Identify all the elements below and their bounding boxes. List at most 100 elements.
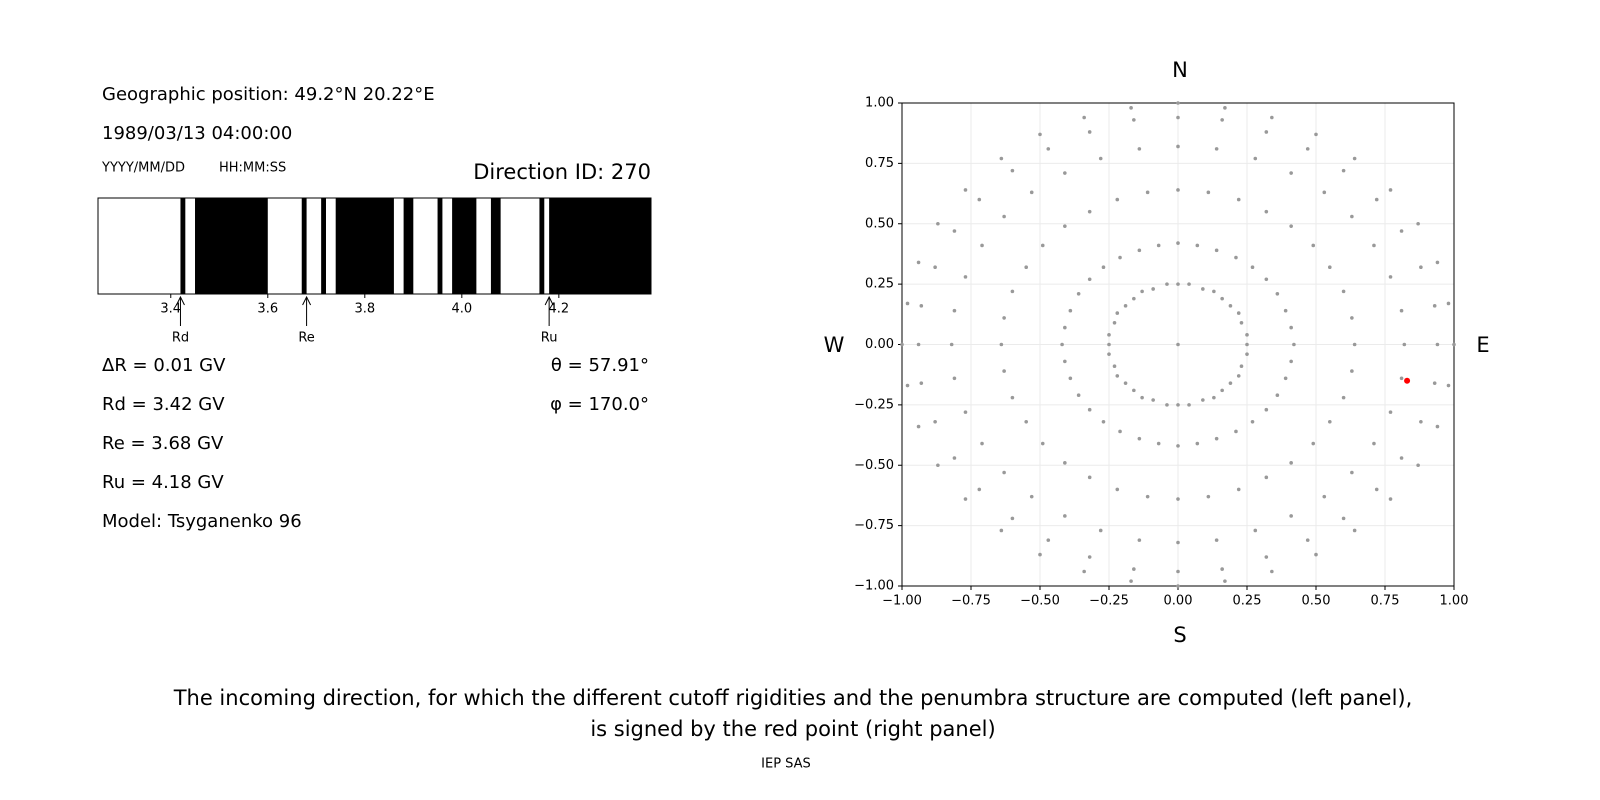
direction-point bbox=[1374, 487, 1379, 492]
x-tick-label: −1.00 bbox=[882, 594, 922, 609]
forbidden-band bbox=[301, 198, 307, 294]
x-tick-label: −0.75 bbox=[951, 594, 991, 609]
direction-point bbox=[1264, 407, 1269, 412]
direction-point bbox=[1341, 516, 1346, 521]
direction-id: Direction ID: 270 bbox=[473, 160, 651, 184]
direction-point bbox=[1404, 377, 1411, 384]
direction-point bbox=[999, 342, 1004, 347]
date-format: YYYY/MM/DD bbox=[101, 161, 185, 176]
direction-point bbox=[1234, 255, 1238, 260]
direction-point bbox=[1402, 342, 1407, 347]
direction-point bbox=[1060, 342, 1064, 347]
y-tick-label: −0.25 bbox=[854, 397, 894, 412]
direction-point bbox=[1311, 243, 1316, 248]
direction-point bbox=[1253, 156, 1258, 161]
direction-point bbox=[1087, 209, 1092, 214]
direction-point bbox=[1132, 118, 1136, 122]
direction-point bbox=[1040, 441, 1045, 446]
direction-point bbox=[1419, 265, 1423, 270]
direction-point bbox=[1220, 388, 1224, 393]
direction-point bbox=[1314, 132, 1318, 137]
direction-point bbox=[1082, 569, 1086, 574]
arrow-head bbox=[176, 295, 185, 306]
direction-point bbox=[936, 221, 940, 226]
direction-point bbox=[1076, 291, 1081, 296]
direction-point bbox=[1275, 393, 1280, 398]
direction-point bbox=[1010, 168, 1015, 173]
time-format: HH:MM:SS bbox=[219, 161, 286, 176]
forbidden-band bbox=[195, 198, 268, 294]
direction-point bbox=[1176, 101, 1180, 105]
arrow-head bbox=[544, 295, 554, 306]
x-tick-label: 0.25 bbox=[1233, 594, 1262, 609]
info: φ = 170.0° bbox=[550, 394, 649, 415]
direction-point bbox=[1206, 494, 1211, 499]
direction-point bbox=[1446, 301, 1451, 306]
direction-point bbox=[1137, 248, 1142, 253]
caption: is signed by the red point (right panel) bbox=[590, 717, 995, 741]
y-tick-label: 0.25 bbox=[865, 277, 894, 292]
forbidden-band bbox=[335, 198, 394, 294]
direction-point bbox=[1399, 229, 1404, 233]
direction-point bbox=[1214, 436, 1219, 441]
direction-point bbox=[952, 376, 957, 381]
direction-point bbox=[1115, 374, 1120, 378]
direction-point bbox=[933, 419, 937, 424]
direction-point bbox=[1388, 410, 1393, 414]
x-tick-label: 4.2 bbox=[548, 302, 569, 317]
direction-point bbox=[1399, 376, 1404, 381]
direction-point bbox=[1024, 265, 1028, 270]
direction-point bbox=[933, 265, 937, 270]
direction-point bbox=[1328, 265, 1332, 270]
direction-point bbox=[1341, 395, 1346, 400]
footer: IEP SAS bbox=[761, 757, 811, 772]
direction-point bbox=[1123, 304, 1128, 308]
direction-point bbox=[1201, 287, 1205, 291]
direction-point bbox=[999, 528, 1004, 533]
direction-point bbox=[1352, 156, 1357, 161]
forbidden-band bbox=[321, 198, 326, 294]
direction-point bbox=[963, 188, 968, 192]
arrow-head bbox=[302, 295, 312, 306]
x-tick-label: 4.0 bbox=[451, 302, 472, 317]
direction-point bbox=[1388, 275, 1393, 279]
direction-point bbox=[1311, 441, 1316, 446]
direction-point bbox=[1063, 514, 1067, 518]
direction-point bbox=[1145, 190, 1150, 195]
direction-point bbox=[1087, 475, 1092, 480]
direction-point bbox=[1176, 403, 1180, 407]
direction-point bbox=[1432, 381, 1437, 385]
direction-point bbox=[1236, 197, 1241, 202]
direction-point bbox=[1245, 342, 1249, 347]
direction-point bbox=[1132, 567, 1136, 571]
caption: The incoming direction, for which the di… bbox=[173, 686, 1413, 710]
y-tick-label: 0.00 bbox=[865, 337, 894, 352]
direction-point bbox=[1239, 320, 1244, 325]
direction-point bbox=[1270, 569, 1274, 574]
x-tick-label: −0.25 bbox=[1089, 594, 1129, 609]
direction-point bbox=[1129, 579, 1133, 583]
direction-point bbox=[1388, 497, 1393, 501]
direction-point bbox=[1228, 381, 1233, 385]
direction-point bbox=[916, 342, 921, 347]
direction-point bbox=[1029, 190, 1034, 195]
direction-point bbox=[1010, 516, 1015, 521]
direction-point bbox=[1140, 395, 1144, 400]
direction-point bbox=[1156, 243, 1161, 248]
info: Rd = 3.42 GV bbox=[102, 394, 225, 415]
direction-point bbox=[1137, 538, 1142, 542]
direction-point bbox=[1289, 514, 1293, 518]
direction-point bbox=[1087, 130, 1092, 134]
direction-point bbox=[1101, 265, 1106, 270]
direction-point bbox=[1187, 403, 1191, 407]
direction-point bbox=[905, 383, 910, 388]
direction-point bbox=[1098, 528, 1103, 533]
direction-point bbox=[919, 381, 924, 385]
direction-point bbox=[1264, 209, 1269, 214]
direction-point bbox=[1305, 538, 1310, 542]
direction-point bbox=[1151, 287, 1155, 291]
direction-point bbox=[1416, 221, 1420, 226]
direction-point bbox=[1046, 147, 1051, 151]
y-tick-label: 1.00 bbox=[865, 96, 894, 111]
